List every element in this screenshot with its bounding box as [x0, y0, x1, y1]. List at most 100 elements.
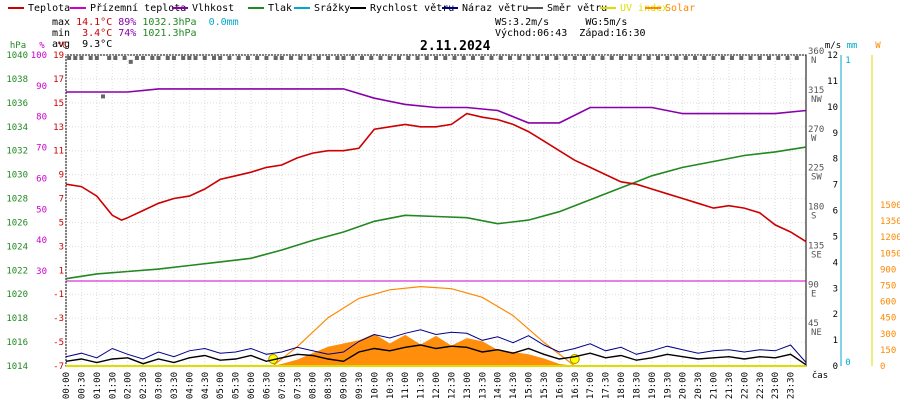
- max-temp: 14.1°C: [76, 17, 113, 28]
- wind-direction-point: [406, 56, 411, 60]
- wind-direction-point: [165, 56, 170, 60]
- y-tick-solar: 0: [880, 362, 885, 372]
- x-tick-label: 02:30: [139, 372, 149, 399]
- wind-direction-point: [508, 56, 512, 60]
- wind-direction-point: [360, 56, 364, 60]
- x-tick-label: 21:30: [725, 372, 735, 399]
- sun-panel: WS:3.2m/s WG:5m/s Východ:06:43 Západ:16:…: [495, 17, 646, 39]
- x-tick-label: 13:00: [463, 372, 473, 399]
- x-tick-label: 20:00: [679, 372, 689, 399]
- legend-item-6: Náraz větru: [442, 3, 528, 14]
- y-tick-temperature: 1: [59, 266, 64, 276]
- legend-swatch: [527, 7, 543, 9]
- x-tick-label: 06:00: [247, 372, 257, 399]
- legend-swatch: [350, 7, 366, 9]
- x-tick-label: 14:30: [509, 372, 519, 399]
- x-tick-label: 15:00: [525, 372, 535, 399]
- wind-direction-point: [94, 56, 99, 60]
- y-tick-solar: 1350: [880, 217, 900, 227]
- wind-direction-point: [434, 56, 438, 60]
- y-tick-pressure: 1040: [6, 51, 28, 61]
- x-tick-label: 22:00: [740, 372, 750, 399]
- y-tick-solar: 1050: [880, 249, 900, 259]
- legend-item-2: Vlhkost: [172, 3, 234, 14]
- legend-item-5: Rychlost větru: [350, 3, 454, 14]
- axis-unit-solar: W: [875, 41, 881, 51]
- max-press: 1032.3hPa: [142, 17, 197, 28]
- wind-direction-point: [517, 56, 522, 60]
- wind-direction-point: [600, 56, 605, 60]
- axis-unit-wind: m/s: [825, 41, 841, 51]
- y-tick-temperature: 11: [53, 147, 64, 157]
- wind-direction-point: [591, 56, 596, 60]
- x-tick-label: 10:30: [386, 372, 396, 399]
- wind-direction-point: [609, 56, 614, 60]
- x-tick-label: 23:30: [787, 372, 797, 399]
- legend-label: Teplota: [28, 3, 71, 14]
- wind-direction-point: [289, 56, 294, 60]
- y-tick-rain: 0: [845, 358, 850, 368]
- wind-direction-point: [255, 56, 260, 60]
- min-temp: 3.4°C: [82, 28, 113, 39]
- wind-direction-point: [767, 56, 771, 60]
- y-tick-temperature: -5: [53, 338, 64, 348]
- y-tick-humidity: 70: [36, 144, 47, 154]
- legend-item-7: Směr větru: [527, 3, 607, 14]
- y-tick-direction: 90: [808, 280, 819, 290]
- wind-direction-point: [526, 56, 531, 60]
- y-tick-pressure: 1018: [6, 314, 28, 324]
- y-tick-pressure: 1024: [6, 242, 28, 252]
- y-tick-direction: 225: [808, 164, 824, 174]
- series-line-gust: [65, 329, 807, 363]
- wind-direction-point: [187, 56, 192, 60]
- wind-direction-point: [128, 59, 133, 64]
- y-tick-wind: 7: [833, 181, 838, 191]
- x-tick-label: 00:30: [77, 372, 87, 399]
- y-tick-wind: 11: [827, 77, 838, 87]
- y-tick-pressure: 1028: [6, 195, 28, 205]
- legend-item-1: Přízemní teplota: [70, 3, 186, 14]
- x-tick-label: 22:30: [756, 372, 766, 399]
- y-tick-humidity: 40: [36, 236, 47, 246]
- wind-direction-point: [683, 56, 688, 60]
- y-tick-compass: NE: [811, 328, 822, 338]
- y-tick-pressure: 1038: [6, 75, 28, 85]
- solar-area: [272, 333, 575, 366]
- y-tick-humidity: 50: [36, 205, 47, 215]
- x-tick-label: 15:30: [540, 372, 550, 399]
- wind-direction-point: [350, 56, 355, 60]
- x-tick-label: 09:30: [355, 372, 365, 399]
- y-tick-direction: 135: [808, 241, 824, 251]
- x-tick-label: 04:00: [185, 372, 195, 399]
- x-tick-label: 11:30: [417, 372, 427, 399]
- x-tick-label: 03:00: [155, 372, 165, 399]
- wind-direction-point: [335, 56, 340, 60]
- y-tick-compass: E: [811, 289, 816, 299]
- stats-avg-row: avg 9.3°C: [52, 39, 239, 50]
- wind-direction-point: [582, 56, 586, 60]
- wind-direction-point: [739, 56, 744, 60]
- x-tick-label: 23:00: [771, 372, 781, 399]
- y-tick-temperature: 3: [59, 242, 64, 252]
- y-tick-humidity: 80: [36, 113, 47, 123]
- legend-label: Vlhkost: [192, 3, 235, 14]
- y-tick-wind: 2: [833, 310, 838, 320]
- wind-speed-stat: WS:3.2m/s: [495, 17, 550, 28]
- x-tick-label: 08:30: [324, 372, 334, 399]
- series-line-pressure: [65, 146, 807, 280]
- y-tick-direction: 270: [808, 125, 824, 135]
- wind-direction-point: [794, 56, 799, 60]
- y-tick-pressure: 1020: [6, 290, 28, 300]
- y-tick-pressure: 1030: [6, 171, 28, 181]
- x-tick-label: 14:00: [494, 372, 504, 399]
- y-tick-wind: 12: [827, 51, 838, 61]
- wind-direction-point: [443, 56, 448, 60]
- x-tick-label: 16:30: [571, 372, 581, 399]
- y-tick-temperature: 9: [59, 171, 64, 181]
- wind-direction-point: [785, 56, 790, 60]
- legend-item-3: Tlak: [248, 3, 292, 14]
- legend-label: Přízemní teplota: [90, 3, 187, 14]
- x-tick-label: 18:30: [632, 372, 642, 399]
- legend-label: Náraz větru: [462, 3, 529, 14]
